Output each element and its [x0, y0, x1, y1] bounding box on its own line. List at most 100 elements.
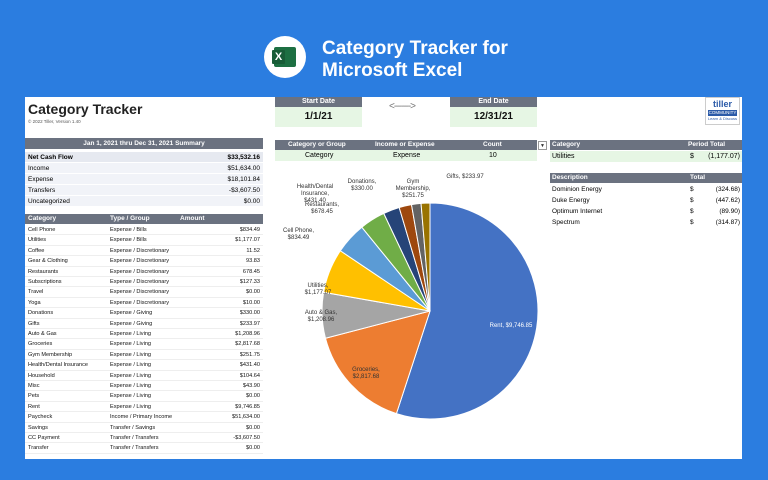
category-type: Expense / Discretionary	[110, 258, 170, 265]
summary-row: Expense $18,101.84	[25, 174, 263, 185]
category-name: Paycheck	[28, 414, 53, 421]
category-name: Coffee	[28, 247, 45, 254]
summary-value: $18,101.84	[227, 176, 260, 183]
period-table-header: Category Period Total	[550, 140, 742, 150]
category-name: Pets	[28, 393, 40, 400]
description-name: Spectrum	[552, 219, 580, 226]
table-row[interactable]: Pets Expense / Living $0.00	[25, 391, 263, 402]
category-type: Expense / Giving	[110, 310, 153, 317]
pie-slice	[324, 310, 431, 415]
category-type: Expense / Living	[110, 351, 152, 358]
description-name: Dominion Energy	[552, 186, 602, 193]
category-amount: $1,208.96	[235, 331, 260, 337]
description-name: Duke Energy	[552, 197, 590, 204]
category-name: Gym Membership	[28, 351, 73, 358]
category-amount: 93.83	[246, 258, 260, 265]
table-row[interactable]: Spectrum $ (314.87)	[550, 217, 742, 228]
table-row[interactable]: Restaurants Expense / Discretionary 678.45	[25, 267, 263, 277]
category-type: Expense / Living	[110, 403, 152, 410]
summary-row: Transfers -$3,607.50	[25, 185, 263, 196]
period-category[interactable]: Utilities	[552, 153, 575, 160]
category-type: Expense / Living	[110, 393, 152, 400]
category-amount: $431.40	[239, 362, 260, 369]
table-row[interactable]: Groceries Expense / Living $2,817.68	[25, 339, 263, 350]
spreadsheet[interactable]: Category Tracker © 2022 Tiller, Version …	[25, 97, 742, 459]
description-total: (89.90)	[719, 208, 740, 215]
table-row[interactable]: Coffee Expense / Discretionary 11.52	[25, 246, 263, 257]
pie-slice-label: Groceries, $2,817.68	[352, 367, 380, 380]
table-row[interactable]: Utilities Expense / Bills $1,177.07	[25, 235, 263, 246]
summary-value: $51,634.00	[227, 165, 260, 172]
table-row[interactable]: Dominion Energy $ (324.68)	[550, 184, 742, 195]
table-row[interactable]: Health/Dental Insurance Expense / Living $…	[25, 360, 263, 371]
category-name: Travel	[28, 289, 44, 296]
description-total: (314.87)	[715, 219, 740, 226]
pie-slice-label: Cell Phone, $834.49	[282, 228, 315, 241]
table-row[interactable]: Optimum Internet $ (89.90)	[550, 206, 742, 217]
count-value: 10	[489, 152, 497, 159]
table-row[interactable]: Household Expense / Living $104.64	[25, 371, 263, 381]
description-currency: $	[690, 208, 694, 215]
category-name: Savings	[28, 424, 48, 431]
group-select[interactable]: Category	[305, 152, 334, 159]
summary-label: Net Cash Flow	[28, 154, 73, 161]
category-type: Expense / Living	[110, 372, 152, 379]
category-name: Household	[28, 372, 55, 379]
copyright-text: © 2022 Tiller, Version 1.40	[28, 119, 81, 124]
category-name: Donations	[28, 310, 54, 317]
selector-row[interactable]: Category Expense 10	[275, 150, 537, 161]
description-currency: $	[690, 197, 694, 204]
category-amount: $251.75	[239, 351, 260, 358]
category-name: Transfer	[28, 445, 49, 452]
table-row[interactable]: Rent Expense / Living $9,746.85	[25, 402, 263, 413]
table-row[interactable]: Donations Expense / Giving $330.00	[25, 308, 263, 319]
summary-label: Uncategorized	[28, 198, 70, 205]
description-name: Optimum Internet	[552, 208, 603, 215]
category-amount: $127.33	[239, 279, 260, 285]
category-type: Expense / Bills	[110, 227, 147, 233]
table-row[interactable]: Gym Membership Expense / Living $251.75	[25, 350, 263, 361]
category-amount: $0.00	[246, 289, 260, 296]
summary-value: $0.00	[243, 198, 260, 205]
table-row[interactable]: Transfer Transfer / Transfers $0.00	[25, 443, 263, 454]
pie-slice-label: Health/Dental Insurance, $431.40	[296, 184, 334, 204]
table-row[interactable]: Gifts Expense / Giving $233.97	[25, 319, 263, 329]
table-row[interactable]: Cell Phone Expense / Bills $834.49	[25, 225, 263, 236]
category-amount: $51,634.00	[232, 414, 260, 421]
pie-slice-label: Gifts, $233.97	[446, 174, 484, 180]
summary-label: Transfers	[28, 187, 56, 194]
category-amount: -$3,607.50	[233, 435, 260, 441]
category-name: Restaurants	[28, 268, 59, 275]
category-amount: $10.00	[242, 299, 260, 306]
table-row[interactable]: Paycheck Income / Primary Income $51,634.0…	[25, 412, 263, 423]
table-row[interactable]: Savings Transfer / Savings $0.00	[25, 423, 263, 433]
pie-slice	[395, 202, 539, 420]
income-expense-select[interactable]: Expense	[393, 152, 421, 159]
table-row[interactable]: Misc Expense / Living $43.90	[25, 381, 263, 392]
pie-slice	[420, 202, 431, 312]
filter-dropdown-icon[interactable]: ▼	[538, 141, 547, 150]
table-row[interactable]: Travel Expense / Discretionary $0.00	[25, 287, 263, 298]
table-row[interactable]: Auto & Gas Expense / Living $1,208.96	[25, 329, 263, 340]
category-name: Health/Dental Insurance	[28, 362, 89, 369]
end-date-cell[interactable]: 12/31/21	[450, 107, 537, 127]
category-type: Transfer / Transfers	[110, 445, 159, 452]
period-row[interactable]: Utilities $ (1,177.07)	[550, 151, 742, 162]
pie-slice-label: Auto & Gas, $1,208.96	[304, 310, 338, 323]
banner-title: Category Tracker for Microsoft Excel	[322, 38, 508, 81]
category-type: Expense / Discretionary	[110, 279, 170, 285]
category-amount: 678.45	[242, 268, 260, 275]
date-range-arrow-icon: <------->	[389, 101, 416, 112]
table-row[interactable]: Gear & Clothing Expense / Discretionary 93…	[25, 256, 263, 267]
summary-value: -$3,607.50	[228, 187, 260, 194]
excel-logo-icon: X	[264, 36, 306, 78]
table-row[interactable]: Yoga Expense / Discretionary $10.00	[25, 298, 263, 309]
pie-slice-label: Utilities, $1,177.07	[304, 283, 332, 296]
start-date-label: Start Date	[275, 97, 362, 107]
table-row[interactable]: CC Payment Transfer / Transfers -$3,607.50	[25, 433, 263, 444]
table-row[interactable]: Duke Energy $ (447.62)	[550, 195, 742, 206]
table-row[interactable]: Subscriptions Expense / Discretionary $127…	[25, 277, 263, 288]
pie-slice-label: Restaurants, $678.45	[304, 202, 340, 215]
start-date-cell[interactable]: 1/1/21	[275, 107, 362, 127]
category-amount: $1,177.07	[235, 237, 260, 244]
